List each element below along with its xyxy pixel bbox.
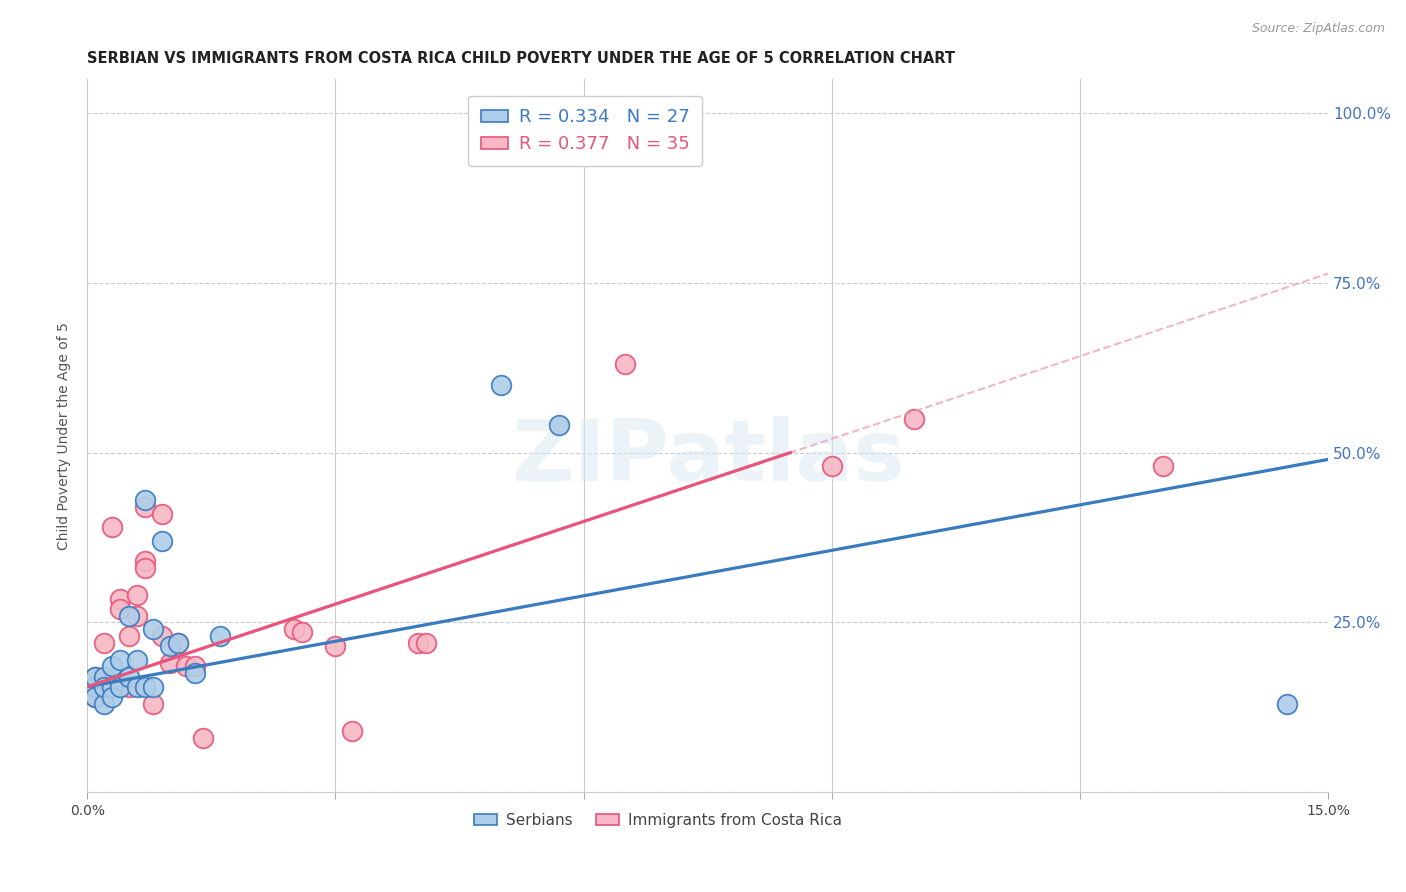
Point <box>134 500 156 514</box>
Point <box>84 670 107 684</box>
Point <box>176 659 198 673</box>
Point <box>1275 697 1298 711</box>
Point <box>167 635 190 649</box>
Point <box>93 635 115 649</box>
Point <box>150 533 173 548</box>
Point <box>340 723 363 738</box>
Point <box>283 622 305 636</box>
Text: Source: ZipAtlas.com: Source: ZipAtlas.com <box>1251 22 1385 36</box>
Point <box>191 731 214 745</box>
Point <box>110 591 132 606</box>
Point <box>291 625 314 640</box>
Point <box>84 690 107 704</box>
Point <box>110 680 132 694</box>
Point <box>903 411 925 425</box>
Point <box>415 635 437 649</box>
Point <box>150 629 173 643</box>
Point <box>84 680 107 694</box>
Point <box>101 520 124 534</box>
Point <box>547 418 569 433</box>
Point <box>84 690 107 704</box>
Point <box>117 608 139 623</box>
Point <box>125 608 148 623</box>
Legend: Serbians, Immigrants from Costa Rica: Serbians, Immigrants from Costa Rica <box>468 807 848 834</box>
Text: SERBIAN VS IMMIGRANTS FROM COSTA RICA CHILD POVERTY UNDER THE AGE OF 5 CORRELATI: SERBIAN VS IMMIGRANTS FROM COSTA RICA CH… <box>87 51 955 66</box>
Point <box>406 635 429 649</box>
Point <box>489 377 512 392</box>
Point <box>134 493 156 508</box>
Point <box>125 652 148 666</box>
Point <box>125 680 148 694</box>
Point <box>125 588 148 602</box>
Point <box>134 554 156 568</box>
Point <box>142 697 165 711</box>
Point <box>167 635 190 649</box>
Point <box>93 680 115 694</box>
Point <box>101 690 124 704</box>
Point <box>134 680 156 694</box>
Point <box>101 680 124 694</box>
Point <box>325 639 347 653</box>
Point <box>613 358 636 372</box>
Point <box>110 652 132 666</box>
Point <box>117 670 139 684</box>
Point <box>142 680 165 694</box>
Point <box>134 561 156 575</box>
Point <box>183 659 205 673</box>
Point <box>101 676 124 690</box>
Point <box>84 680 107 694</box>
Point <box>110 601 132 615</box>
Point <box>101 659 124 673</box>
Point <box>208 629 231 643</box>
Point <box>93 697 115 711</box>
Point <box>183 666 205 681</box>
Point <box>150 507 173 521</box>
Point <box>84 670 107 684</box>
Point <box>117 629 139 643</box>
Point <box>93 680 115 694</box>
Point <box>93 670 115 684</box>
Point <box>93 680 115 694</box>
Point <box>142 622 165 636</box>
Text: ZIPatlas: ZIPatlas <box>510 416 904 499</box>
Point <box>159 639 181 653</box>
Point <box>1152 459 1174 474</box>
Point <box>159 656 181 670</box>
Y-axis label: Child Poverty Under the Age of 5: Child Poverty Under the Age of 5 <box>58 322 72 549</box>
Point <box>117 680 139 694</box>
Point <box>821 459 844 474</box>
